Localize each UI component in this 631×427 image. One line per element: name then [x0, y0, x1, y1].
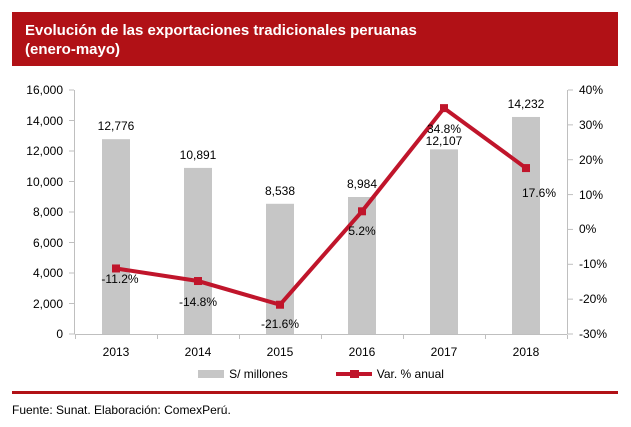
bar-2018 [512, 116, 540, 334]
x-tick-label: 2016 [348, 345, 376, 359]
pct-value-label: -21.6% [260, 316, 300, 331]
x-tick-label: 2017 [430, 345, 458, 359]
line-marker-2017 [440, 104, 448, 113]
line-marker-2015 [276, 300, 284, 309]
y-left-tick-label: 16,000 [26, 83, 63, 97]
x-tick-label: 2018 [512, 345, 540, 359]
legend-bar-label: S/ millones [229, 367, 288, 381]
bar-2016 [348, 196, 376, 334]
bar-value-label: 14,232 [507, 96, 545, 111]
pct-value-label: 5.2% [348, 224, 376, 239]
y-left-tick-label: 2,000 [32, 296, 63, 311]
legend-item-bars: S/ millones [198, 367, 288, 381]
y-right-tick-label: 20% [579, 152, 604, 167]
bar-value-label: 8,538 [264, 183, 296, 198]
line-marker-2018 [522, 164, 530, 173]
line-swatch-icon [335, 370, 372, 378]
y-left-tick-label: 10,000 [26, 174, 63, 189]
bar-swatch-icon [198, 370, 225, 378]
line-marker-2016 [358, 207, 366, 216]
y-left-tick-label: 12,000 [26, 144, 63, 158]
footer-separator [12, 391, 618, 394]
bar-value-label: 12,776 [97, 119, 135, 134]
bar-value-label: 12,107 [425, 134, 463, 149]
y-right-tick-label: 40% [579, 83, 604, 97]
y-left-tick-label: 14,000 [26, 113, 63, 128]
pct-value-label: 34.8% [426, 122, 462, 137]
variation-line [115, 105, 528, 307]
line-marker-2014 [194, 277, 202, 286]
source-note: Fuente: Sunat. Elaboración: ComexPerú. [12, 403, 231, 417]
title-banner: Evolución de las exportaciones tradicion… [12, 12, 618, 66]
bar-value-label: 10,891 [179, 147, 217, 162]
x-tick-label: 2013 [102, 345, 130, 359]
y-right-tick-label: -30% [579, 327, 608, 341]
y-right-tick-label: 30% [579, 117, 604, 132]
bar-2014 [184, 167, 212, 334]
pct-value-label: 17.6% [521, 186, 557, 201]
y-right-tick-label: -10% [579, 257, 608, 272]
chart-title: Evolución de las exportaciones tradicion… [25, 22, 417, 39]
bar-2017 [430, 149, 458, 334]
y-left-tick-label: 4,000 [32, 266, 63, 280]
y-left-tick-label: 8,000 [32, 205, 63, 219]
y-right-tick-label: 10% [579, 187, 604, 202]
legend-line-label: Var. % anual [376, 367, 444, 381]
y-left-tick-label: 6,000 [32, 235, 63, 250]
bar-value-label: 8,984 [346, 176, 378, 191]
bar-2013 [102, 139, 130, 334]
legend: S/ millones Var. % anual [75, 366, 567, 382]
y-left-tick-label: 0 [56, 327, 63, 341]
line-marker-2013 [112, 264, 120, 273]
legend-item-line: Var. % anual [335, 367, 444, 381]
bar-2015 [266, 203, 294, 334]
y-right-tick-label: 0% [579, 222, 597, 237]
y-right-tick-label: -20% [579, 292, 608, 307]
pct-value-label: -11.2% [101, 272, 139, 287]
x-tick-label: 2015 [266, 345, 294, 359]
x-tick-label: 2014 [184, 345, 212, 359]
chart-subtitle: (enero-mayo) [25, 41, 121, 58]
pct-value-label: -14.8% [178, 295, 218, 310]
